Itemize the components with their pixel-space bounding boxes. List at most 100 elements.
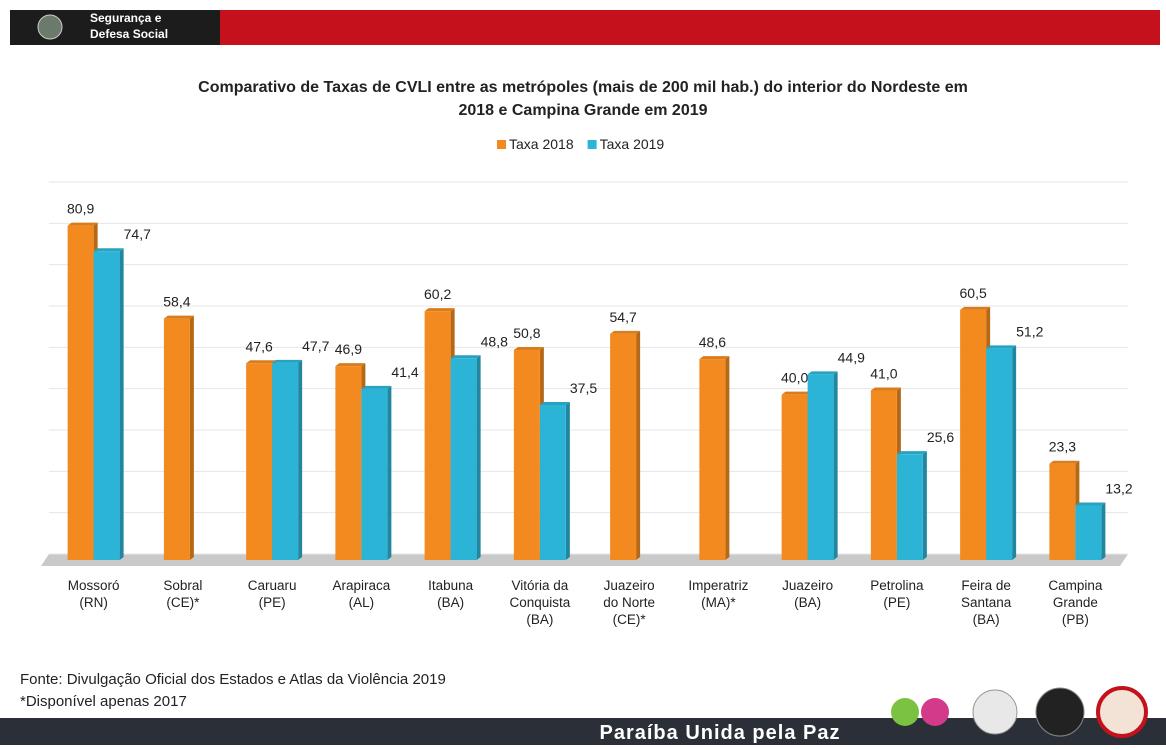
bar bbox=[699, 356, 730, 560]
x-tick-label: (CE)* bbox=[166, 595, 200, 610]
bar-top bbox=[1049, 460, 1080, 464]
bar bbox=[67, 222, 98, 560]
bar-top bbox=[539, 402, 570, 405]
bar-face bbox=[699, 359, 726, 560]
x-tick-label: Juazeiro bbox=[782, 578, 833, 593]
bar-face bbox=[1075, 505, 1102, 560]
x-tick-label: (BA) bbox=[794, 595, 821, 610]
data-label: 47,7 bbox=[302, 338, 329, 354]
bar bbox=[807, 371, 838, 560]
bar-top bbox=[335, 363, 366, 367]
x-tick-label: (MA)* bbox=[701, 595, 736, 610]
x-tick-label: Petrolina bbox=[870, 578, 924, 593]
chart-floor bbox=[41, 554, 1128, 566]
x-tick-label: (BA) bbox=[973, 612, 1000, 627]
x-tick-label: (PB) bbox=[1062, 612, 1089, 627]
bar-top bbox=[896, 451, 927, 455]
bar-side bbox=[119, 248, 124, 561]
bar-top bbox=[870, 387, 901, 391]
data-label: 40,0 bbox=[781, 370, 808, 386]
bar-face bbox=[163, 318, 190, 560]
bar-top bbox=[361, 385, 392, 389]
data-label: 74,7 bbox=[124, 226, 151, 242]
logo bbox=[972, 689, 1018, 735]
bar bbox=[1075, 502, 1106, 560]
x-tick-label: (PE) bbox=[259, 595, 286, 610]
bar bbox=[896, 451, 927, 560]
bar-face bbox=[361, 388, 388, 560]
bar-face bbox=[960, 309, 987, 560]
bar-top bbox=[246, 360, 277, 364]
data-label: 13,2 bbox=[1105, 480, 1132, 496]
source-note: Fonte: Divulgação Oficial dos Estados e … bbox=[20, 671, 446, 688]
data-label: 48,6 bbox=[699, 334, 726, 350]
bar-face bbox=[986, 348, 1013, 560]
bar-face bbox=[610, 333, 637, 560]
bar-face bbox=[870, 390, 897, 560]
data-label: 44,9 bbox=[838, 349, 865, 365]
x-tick-label: (BA) bbox=[437, 595, 464, 610]
bar-top bbox=[960, 306, 991, 310]
x-tick-label: (BA) bbox=[526, 612, 553, 627]
data-label: 47,6 bbox=[246, 338, 273, 354]
bar-face bbox=[807, 374, 834, 560]
data-label: 41,4 bbox=[391, 364, 418, 380]
bar-top bbox=[424, 308, 455, 312]
header-emblem bbox=[37, 14, 63, 40]
bar-face bbox=[335, 366, 362, 560]
bar bbox=[335, 363, 366, 560]
data-label: 60,2 bbox=[424, 286, 451, 302]
logos bbox=[891, 686, 1148, 738]
x-tick-label: Arapiraca bbox=[332, 578, 390, 593]
bar bbox=[93, 248, 124, 561]
x-tick-label: Vitória da bbox=[511, 578, 568, 593]
legend-label: Taxa 2019 bbox=[600, 136, 665, 152]
bar-side bbox=[189, 315, 194, 560]
data-label: 50,8 bbox=[513, 325, 540, 341]
data-label: 58,4 bbox=[163, 294, 190, 310]
footer-bar bbox=[0, 718, 1166, 745]
bar bbox=[272, 359, 303, 560]
bar-top bbox=[781, 391, 812, 395]
x-tick-label: (PE) bbox=[883, 595, 910, 610]
bar-top bbox=[513, 347, 544, 351]
bar-side bbox=[387, 385, 392, 560]
bar-top bbox=[807, 371, 838, 375]
legend-label: Taxa 2018 bbox=[509, 136, 574, 152]
bar-face bbox=[450, 358, 477, 560]
bar-side bbox=[1101, 502, 1106, 560]
data-label: 80,9 bbox=[67, 201, 94, 217]
logo bbox=[921, 698, 949, 726]
x-tick-label: (CE)* bbox=[613, 612, 647, 627]
data-label: 48,8 bbox=[481, 333, 508, 349]
x-tick-label: Itabuna bbox=[428, 578, 474, 593]
data-label: 37,5 bbox=[570, 380, 597, 396]
x-tick-label: Feira de bbox=[961, 578, 1011, 593]
x-tick-label: Sobral bbox=[163, 578, 202, 593]
bar-top bbox=[163, 315, 194, 319]
chart-title: Comparativo de Taxas de CVLI entre as me… bbox=[198, 79, 968, 96]
x-tick-label: Conquista bbox=[509, 595, 570, 610]
bar bbox=[960, 306, 991, 560]
bar-face bbox=[93, 251, 120, 561]
data-label: 25,6 bbox=[927, 429, 954, 445]
x-tick-label: Grande bbox=[1053, 595, 1098, 610]
bar-top bbox=[986, 345, 1017, 349]
x-tick-label: (AL) bbox=[349, 595, 375, 610]
bar-face bbox=[1049, 463, 1076, 560]
header-text: Segurança e bbox=[90, 11, 162, 25]
legend-swatch bbox=[587, 140, 597, 149]
data-label: 51,2 bbox=[1016, 323, 1043, 339]
footnote: *Disponível apenas 2017 bbox=[20, 693, 187, 710]
bar-side bbox=[476, 355, 481, 560]
logo bbox=[891, 698, 919, 726]
x-tick-label: Mossoró bbox=[68, 578, 120, 593]
bar-side bbox=[725, 356, 730, 560]
bar-face bbox=[539, 405, 566, 560]
bar-top bbox=[610, 330, 641, 334]
data-label: 46,9 bbox=[335, 341, 362, 357]
slogan: Paraíba Unida pela Paz bbox=[600, 722, 841, 744]
bar bbox=[450, 355, 481, 560]
chart-title: 2018 e Campina Grande em 2019 bbox=[458, 102, 707, 119]
